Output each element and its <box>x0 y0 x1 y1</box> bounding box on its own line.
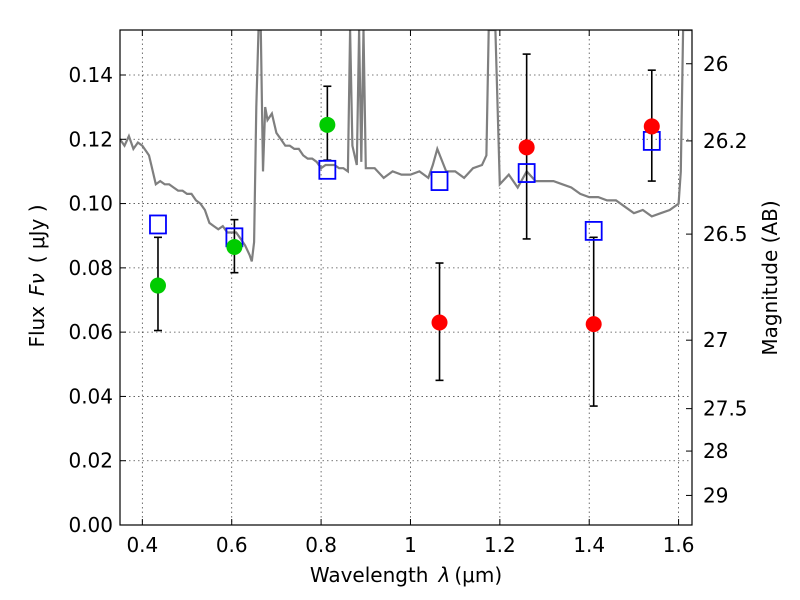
y-axis-title: FluxFν( μJy ) <box>25 204 49 347</box>
y-tick-label: 0.12 <box>68 127 113 151</box>
y-tick-label: 0.08 <box>68 256 113 280</box>
x-axis-ticks: 0.4 0.6 0.8 1 1.2 1.4 1.6 <box>126 30 695 557</box>
error-bars <box>153 53 656 407</box>
y2-tick-label: 26.5 <box>703 222 748 246</box>
y2-axis-title: Magnitude (AB) <box>758 200 782 355</box>
y2-tick-label: 26 <box>703 52 728 76</box>
model-photometry-square <box>517 163 536 183</box>
y2-tick-label: 26.2 <box>703 129 748 153</box>
observed-flux-point <box>319 116 336 133</box>
observed-flux-point <box>518 139 535 156</box>
y-tick-label: 0.02 <box>68 449 113 473</box>
observed-flux-point <box>226 238 243 255</box>
y-tick-label: 0.06 <box>68 320 113 344</box>
x-tick-label: 1 <box>404 533 417 557</box>
grid-lines <box>120 30 692 526</box>
x-tick-label: 1.4 <box>573 533 605 557</box>
model-photometry-square <box>318 159 337 180</box>
x-tick-label: 0.8 <box>305 533 337 557</box>
observed-photometry-points <box>149 116 660 333</box>
observed-flux-point <box>149 277 166 294</box>
observed-flux-point <box>643 118 660 135</box>
y2-tick-label: 28 <box>703 439 728 463</box>
y-tick-label: 0.14 <box>68 63 113 87</box>
y2-tick-label: 29 <box>703 483 728 507</box>
y2-tick-label: 27.5 <box>703 397 748 421</box>
x-axis-title: Wavelength λ (μm) <box>310 563 502 587</box>
y-tick-label: 0.04 <box>68 384 113 408</box>
y-axis-ticks: 0.00 0.02 0.04 0.06 0.08 0.10 0.12 0.14 <box>68 63 126 537</box>
y-tick-label: 0.10 <box>68 192 113 216</box>
model-photometry-square <box>584 220 603 241</box>
x-tick-label: 1.6 <box>663 533 695 557</box>
observed-flux-point <box>431 314 448 331</box>
x-tick-label: 1.2 <box>484 533 516 557</box>
model-photometry-square <box>430 171 449 191</box>
observed-flux-point <box>585 316 602 333</box>
x-tick-label: 0.4 <box>126 533 158 557</box>
model-spectrum-line <box>120 30 692 262</box>
plot-frame <box>119 29 693 526</box>
y2-tick-label: 27 <box>703 328 728 352</box>
y2-axis-ticks: 26 26.2 26.5 27 27.5 28 29 <box>686 52 748 507</box>
x-tick-label: 0.6 <box>216 533 248 557</box>
model-photometry-points <box>149 130 661 248</box>
model-photometry-square <box>149 214 167 235</box>
plot-area <box>120 30 692 407</box>
y-tick-label: 0.00 <box>68 513 113 537</box>
